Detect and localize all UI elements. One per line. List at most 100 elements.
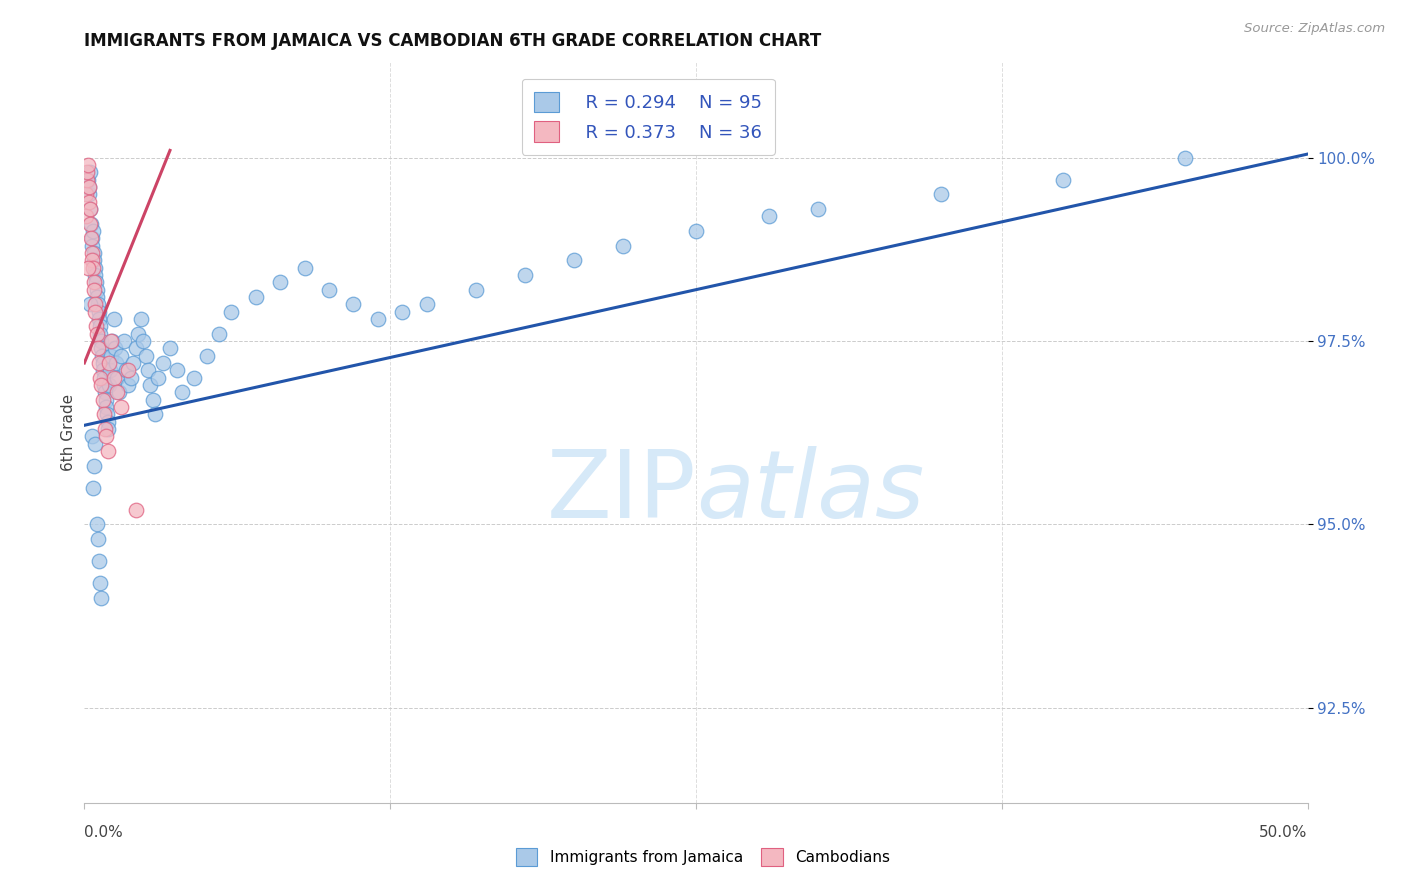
Text: 50.0%: 50.0% xyxy=(1260,825,1308,839)
Point xyxy=(96,407,118,421)
Y-axis label: 6th Grade: 6th Grade xyxy=(60,394,76,471)
Point xyxy=(367,312,389,326)
Point xyxy=(183,370,205,384)
Point xyxy=(80,217,103,231)
Point xyxy=(82,253,104,268)
Legend:   R = 0.294    N = 95,   R = 0.373    N = 36: R = 0.294 N = 95, R = 0.373 N = 36 xyxy=(522,78,775,155)
Point xyxy=(103,370,125,384)
Point xyxy=(112,334,135,348)
Point xyxy=(612,238,634,252)
Point xyxy=(105,356,128,370)
Point xyxy=(117,378,139,392)
Point xyxy=(90,341,112,355)
Point xyxy=(93,407,115,421)
Point xyxy=(83,283,105,297)
Point xyxy=(464,283,486,297)
Point xyxy=(86,517,108,532)
Point xyxy=(93,378,115,392)
Point xyxy=(83,260,105,275)
Text: 0.0%: 0.0% xyxy=(84,825,124,839)
Point xyxy=(562,253,585,268)
Point xyxy=(75,187,97,202)
Text: ZIP: ZIP xyxy=(547,446,696,538)
Text: IMMIGRANTS FROM JAMAICA VS CAMBODIAN 6TH GRADE CORRELATION CHART: IMMIGRANTS FROM JAMAICA VS CAMBODIAN 6TH… xyxy=(84,32,821,50)
Point xyxy=(391,304,413,318)
Text: Source: ZipAtlas.com: Source: ZipAtlas.com xyxy=(1244,22,1385,36)
Point xyxy=(83,297,105,311)
Point xyxy=(84,436,107,450)
Point xyxy=(79,165,101,179)
Point xyxy=(195,349,218,363)
Point xyxy=(77,194,100,209)
Point xyxy=(294,260,316,275)
Point xyxy=(75,210,97,224)
Point xyxy=(76,165,98,179)
Point xyxy=(101,334,124,348)
Point xyxy=(87,297,110,311)
Point xyxy=(172,385,194,400)
Point xyxy=(87,356,110,370)
Point xyxy=(77,180,100,194)
Point xyxy=(83,458,105,473)
Point xyxy=(93,363,115,377)
Point xyxy=(83,253,105,268)
Point xyxy=(94,392,117,407)
Point xyxy=(98,363,121,377)
Point xyxy=(89,326,111,341)
Point xyxy=(96,429,118,443)
Point xyxy=(77,172,100,186)
Point xyxy=(94,385,117,400)
Point xyxy=(91,349,114,363)
Point xyxy=(208,326,231,341)
Point xyxy=(318,283,340,297)
Point xyxy=(90,591,112,605)
Point xyxy=(105,385,128,400)
Point xyxy=(127,326,149,341)
Point xyxy=(758,210,780,224)
Point xyxy=(84,268,107,282)
Point xyxy=(89,319,111,334)
Point xyxy=(80,231,103,245)
Point xyxy=(86,326,108,341)
Point xyxy=(132,334,155,348)
Point xyxy=(97,415,120,429)
Point xyxy=(269,276,291,290)
Point xyxy=(91,392,114,407)
Point xyxy=(90,378,112,392)
Point xyxy=(93,370,115,384)
Point xyxy=(79,297,101,311)
Point xyxy=(90,334,112,348)
Point xyxy=(82,481,104,495)
Point xyxy=(83,276,105,290)
Point xyxy=(1052,172,1074,186)
Point xyxy=(929,187,952,202)
Point xyxy=(79,217,101,231)
Point xyxy=(86,283,108,297)
Point xyxy=(86,290,108,304)
Point xyxy=(84,319,107,334)
Legend: Immigrants from Jamaica, Cambodians: Immigrants from Jamaica, Cambodians xyxy=(509,841,897,873)
Point xyxy=(110,349,132,363)
Point xyxy=(107,385,129,400)
Point xyxy=(142,392,165,407)
Point xyxy=(103,312,125,326)
Point xyxy=(104,341,127,355)
Point xyxy=(87,532,110,546)
Point xyxy=(80,429,103,443)
Point xyxy=(100,349,122,363)
Point xyxy=(97,422,120,436)
Point xyxy=(100,334,122,348)
Point xyxy=(139,378,162,392)
Point xyxy=(84,304,107,318)
Point xyxy=(91,356,114,370)
Point xyxy=(110,400,132,414)
Point xyxy=(152,356,174,370)
Point xyxy=(115,363,138,377)
Point xyxy=(83,246,105,260)
Point xyxy=(87,312,110,326)
Point xyxy=(77,180,100,194)
Point xyxy=(96,400,118,414)
Point xyxy=(135,349,157,363)
Point xyxy=(120,370,142,384)
Point xyxy=(84,276,107,290)
